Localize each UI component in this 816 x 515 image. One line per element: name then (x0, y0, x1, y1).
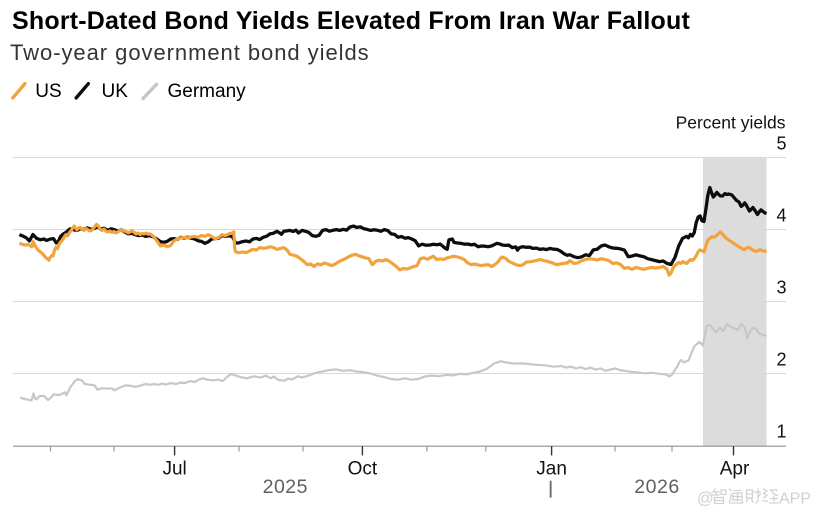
svg-text:APP: APP (779, 491, 811, 508)
svg-text:2025: 2025 (263, 476, 308, 498)
svg-text:Jan: Jan (536, 459, 567, 480)
svg-text:5: 5 (776, 134, 786, 154)
svg-text:Percent yields: Percent yields (676, 112, 786, 132)
svg-text:Apr: Apr (720, 459, 750, 480)
svg-text:@: @ (697, 490, 714, 508)
svg-text:4: 4 (776, 206, 786, 226)
svg-text:Jul: Jul (162, 459, 186, 480)
svg-text:Oct: Oct (348, 459, 378, 480)
svg-text:2: 2 (776, 350, 786, 370)
svg-text:2026: 2026 (634, 476, 679, 498)
svg-text:3: 3 (776, 278, 786, 298)
svg-text:1: 1 (776, 422, 786, 442)
